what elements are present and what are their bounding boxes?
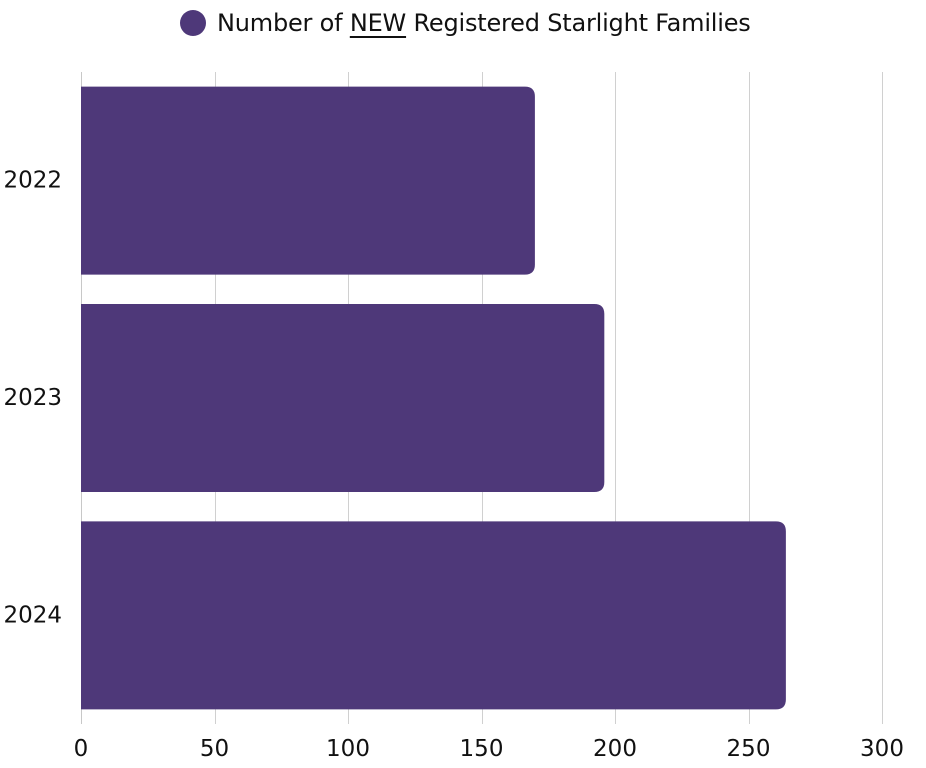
y-tick-label: 2023 (3, 385, 62, 411)
chart-legend: Number of NEW Registered Starlight Famil… (180, 6, 751, 40)
y-axis-labels: 2022 2023 2024 (3, 168, 62, 629)
bars (81, 86, 786, 710)
x-tick-label: 150 (460, 736, 504, 762)
bar-2024 (81, 521, 786, 710)
bar-2023 (81, 304, 605, 492)
x-tick-label: 200 (593, 736, 637, 762)
legend-label-prefix: Number of (217, 9, 350, 37)
x-axis-labels: 0 50 100 150 200 250 300 (74, 736, 904, 762)
x-tick-label: 100 (326, 736, 370, 762)
legend-label-emphasis: NEW (349, 9, 407, 37)
x-tick-label: 250 (727, 736, 771, 762)
legend-label-suffix: Registered Starlight Families (406, 9, 751, 37)
legend-label: Number of NEW Registered Starlight Famil… (217, 9, 751, 37)
legend-swatch (180, 10, 206, 36)
x-tick-label: 300 (860, 736, 904, 762)
bar-2022 (81, 86, 535, 275)
y-tick-label: 2024 (3, 602, 62, 628)
x-tick-label: 50 (200, 736, 229, 762)
x-tick-label: 0 (74, 736, 89, 762)
y-tick-label: 2022 (3, 168, 62, 194)
